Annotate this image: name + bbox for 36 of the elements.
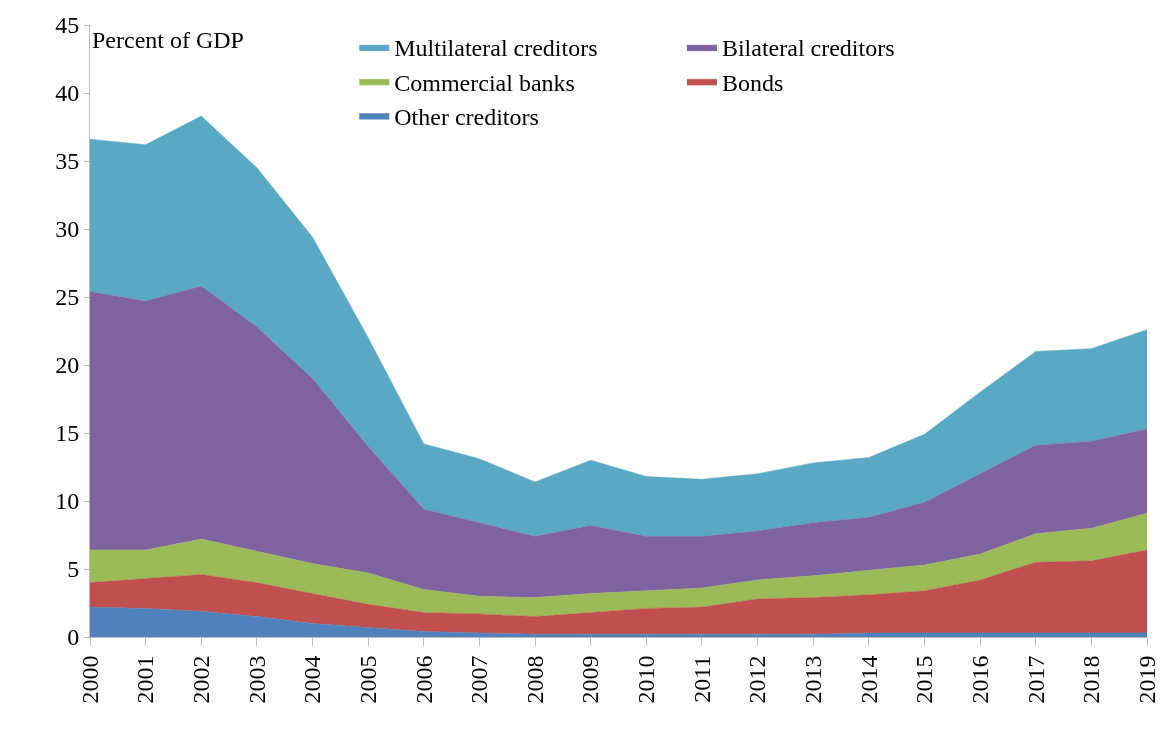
y-tick-label: 5 — [67, 556, 80, 583]
x-tick-label: 2008 — [521, 655, 548, 704]
x-tick-label: 2019 — [1133, 655, 1160, 704]
x-tick-label: 2010 — [633, 655, 660, 704]
y-tick-label: 10 — [55, 488, 80, 515]
x-tick-label: 2005 — [354, 655, 381, 704]
x-tick-label: 2018 — [1078, 655, 1105, 704]
legend-label: Bilateral creditors — [721, 35, 895, 62]
x-tick-label: 2003 — [243, 655, 270, 704]
y-tick-label: 35 — [55, 148, 80, 175]
legend-label: Other creditors — [394, 103, 539, 130]
x-tick-label: 2002 — [188, 655, 215, 704]
legend-label: Multilateral creditors — [394, 35, 598, 62]
x-tick-label: 2014 — [855, 655, 882, 704]
x-tick-label: 2009 — [577, 655, 604, 704]
x-tick-label: 2017 — [1022, 655, 1049, 704]
x-tick-label: 2004 — [299, 655, 326, 704]
y-axis-title: Percent of GDP — [92, 27, 244, 53]
x-tick-label: 2016 — [966, 655, 993, 704]
y-tick-label: 0 — [67, 624, 80, 651]
x-tick-label: 2012 — [744, 655, 771, 704]
x-tick-label: 2015 — [911, 655, 938, 704]
y-tick-label: 40 — [55, 80, 80, 107]
y-tick-label: 15 — [55, 420, 80, 447]
x-tick-label: 2000 — [76, 655, 103, 704]
legend-label: Bonds — [721, 69, 784, 96]
x-tick-label: 2006 — [410, 655, 437, 704]
x-tick-label: 2007 — [466, 655, 493, 704]
x-tick-label: 2013 — [800, 655, 827, 704]
y-tick-label: 20 — [55, 352, 80, 379]
y-tick-label: 25 — [55, 284, 80, 311]
y-tick-label: 30 — [55, 216, 80, 243]
legend-label: Commercial banks — [394, 69, 575, 96]
y-tick-label: 45 — [55, 12, 80, 39]
x-tick-label: 2001 — [132, 655, 159, 704]
x-tick-label: 2011 — [688, 655, 715, 703]
